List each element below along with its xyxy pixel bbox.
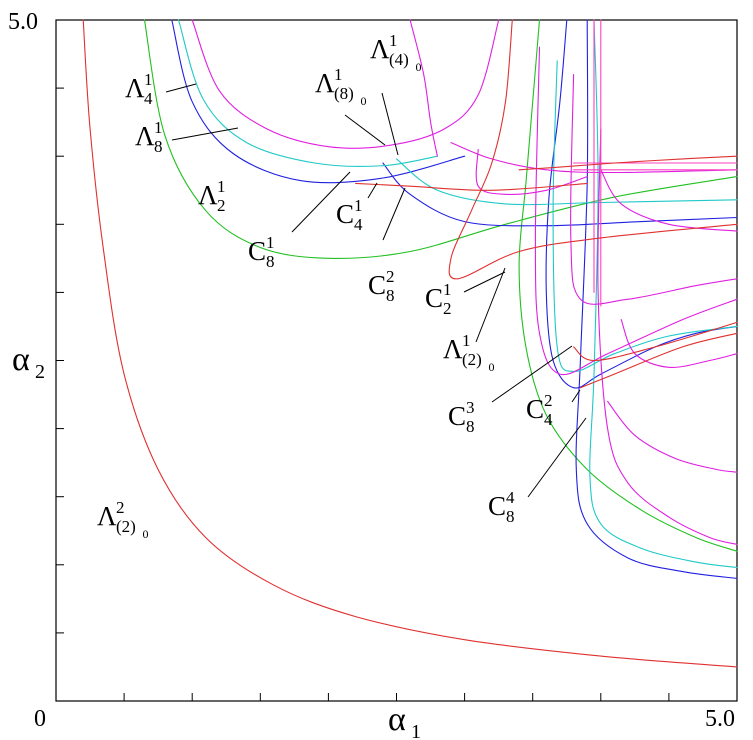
label-subscript: (2) <box>462 350 482 369</box>
label-base: Λ <box>198 180 218 210</box>
label-base: Λ <box>443 334 463 364</box>
series-line-green-2 <box>518 19 738 552</box>
series-line-blue-6 <box>575 19 738 579</box>
label-base: Λ <box>315 68 335 98</box>
label-superscript: 2 <box>544 391 553 410</box>
label-base: Λ <box>135 121 155 151</box>
leader-lines <box>165 83 587 498</box>
label-subscript: 4 <box>354 215 363 234</box>
label-lambda-8-0-1: Λ 1(8) 0 <box>315 65 367 108</box>
label-superscript: 1 <box>354 196 363 215</box>
label-superscript: 2 <box>116 498 125 517</box>
y-max-tick-label: 5.0 <box>8 9 38 35</box>
label-subscript: 8 <box>154 137 163 156</box>
label-superscript: 2 <box>386 267 395 286</box>
label-c-8-1: C 18 <box>248 233 275 271</box>
label-lambda-2-0-1: Λ 1(2) 0 <box>443 331 495 374</box>
label-subscript: 8 <box>506 507 515 526</box>
label-subscript: 8 <box>466 417 475 436</box>
label-subscript: 8 <box>266 252 275 271</box>
series-line-green-1 <box>143 19 738 259</box>
label-superscript: 1 <box>334 65 343 84</box>
label-c-4-2: C 24 <box>526 391 553 429</box>
label-base: C <box>526 394 544 424</box>
series-line-magenta-12 <box>450 142 738 174</box>
axis-ticks <box>56 87 670 701</box>
label-base: C <box>248 236 266 266</box>
label-base: C <box>488 491 506 521</box>
label-subscript: (8) <box>334 84 354 103</box>
series-line-red-25 <box>355 182 588 191</box>
label-lambda-4-1: Λ 14 <box>125 70 153 108</box>
series-group <box>82 19 738 668</box>
label-base: C <box>336 199 354 229</box>
series-line-cyan-8 <box>395 158 738 206</box>
label-base: Λ <box>125 73 145 103</box>
series-line-red-28 <box>579 332 738 389</box>
label-sub-subscript: 0 <box>489 360 495 374</box>
svg-text:α: α <box>388 701 406 738</box>
label-base: C <box>368 270 386 300</box>
series-line-blue-4 <box>382 162 738 227</box>
label-base: Λ <box>97 501 117 531</box>
series-line-magenta-11 <box>191 19 500 149</box>
label-superscript: 1 <box>144 70 153 89</box>
label-superscript: 1 <box>443 280 452 299</box>
label-superscript: 1 <box>389 31 398 50</box>
y-axis-label: α 2 <box>12 341 45 383</box>
x-axis-label: α 1 <box>388 701 421 740</box>
label-superscript: 1 <box>154 118 163 137</box>
label-sub-subscript: 0 <box>416 60 422 74</box>
label-lambda-2-1: Λ 12 <box>198 177 226 215</box>
svg-text:α: α <box>12 341 30 378</box>
label-lambda-2-0-2: Λ 2(2) 0 <box>97 498 149 541</box>
label-superscript: 1 <box>462 331 471 350</box>
label-subscript: (2) <box>116 517 136 536</box>
label-c-2-1: C 12 <box>425 280 452 318</box>
label-subscript: (4) <box>389 50 409 69</box>
label-subscript: 8 <box>386 286 395 305</box>
series-line-magenta-17 <box>620 319 738 368</box>
label-subscript: 4 <box>144 89 153 108</box>
x-min-tick-label: 0 <box>34 706 46 732</box>
series-line-red-0 <box>82 19 738 668</box>
label-lambda-4-0-1: Λ 1(4) 0 <box>370 31 422 74</box>
label-superscript: 1 <box>266 233 275 252</box>
series-line-cyan-7 <box>178 19 438 167</box>
label-superscript: 1 <box>217 177 226 196</box>
series-line-red-29 <box>518 155 738 171</box>
svg-text:2: 2 <box>35 361 45 383</box>
label-c-8-3: C 38 <box>448 398 475 436</box>
label-c-8-4: C 48 <box>488 488 515 526</box>
series-line-magenta-19 <box>600 169 738 232</box>
label-subscript: 2 <box>443 299 452 318</box>
label-sub-subscript: 0 <box>361 94 367 108</box>
series-line-cyan-9 <box>552 60 738 372</box>
label-base: C <box>425 283 443 313</box>
series-line-magenta-14 <box>534 46 738 376</box>
label-base: Λ <box>370 34 390 64</box>
label-subscript: 2 <box>217 196 226 215</box>
series-line-red-27 <box>573 321 738 362</box>
label-superscript: 4 <box>506 488 515 507</box>
series-line-magenta-20 <box>475 148 588 195</box>
series-line-blue-5 <box>545 19 738 389</box>
x-max-tick-label: 5.0 <box>705 706 735 732</box>
series-line-magenta-18 <box>607 400 738 473</box>
label-lambda-8-1: Λ 18 <box>135 118 163 156</box>
label-base: C <box>448 401 466 431</box>
label-sub-subscript: 0 <box>143 527 149 541</box>
series-line-blue-3 <box>171 19 466 184</box>
label-c-8-2: C 28 <box>368 267 395 305</box>
label-subscript: 4 <box>544 410 553 429</box>
svg-text:1: 1 <box>411 721 421 740</box>
series-line-cyan-10 <box>589 19 738 569</box>
series-line-magenta-16 <box>597 128 738 545</box>
label-c-4-1: C 14 <box>336 196 363 234</box>
series-line-magenta-13 <box>409 19 438 157</box>
series-line-red-26 <box>448 19 738 280</box>
label-superscript: 3 <box>466 398 475 417</box>
